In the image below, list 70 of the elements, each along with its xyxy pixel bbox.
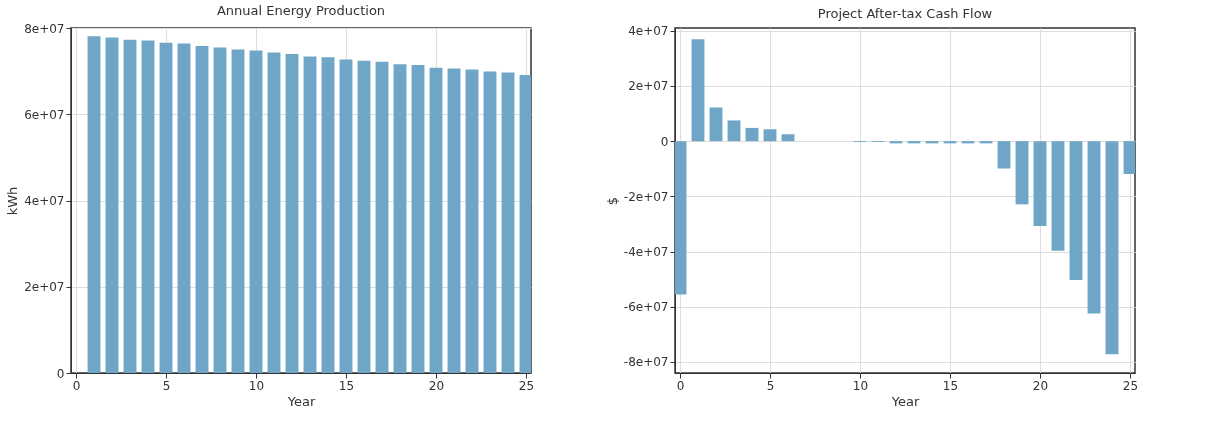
x-tick-label: 25	[518, 378, 535, 393]
x-tick-label: 0	[72, 378, 81, 393]
bar	[501, 72, 515, 373]
bar	[87, 36, 101, 373]
bar	[997, 141, 1011, 169]
y-tick-label: 8e+07	[24, 21, 65, 36]
bar	[691, 39, 705, 142]
bar	[709, 107, 723, 142]
y-tick-label: -6e+07	[623, 300, 669, 315]
bar	[519, 75, 531, 373]
x-tick-label: 0	[676, 378, 685, 393]
bar	[1015, 141, 1029, 205]
bar	[1033, 141, 1047, 226]
bar	[483, 71, 497, 373]
x-tick-label: 15	[942, 378, 959, 393]
bar	[727, 120, 741, 142]
x-axis-title: Year	[286, 393, 316, 409]
y-tick-label: -8e+07	[623, 355, 669, 370]
bar	[1069, 141, 1083, 280]
bar	[465, 69, 479, 373]
bar	[781, 134, 795, 142]
chart-title: Project After-tax Cash Flow	[817, 5, 993, 21]
y-tick-label: 4e+07	[628, 24, 669, 39]
bar	[357, 60, 371, 373]
bar	[429, 67, 443, 373]
bar	[375, 61, 389, 373]
bar	[303, 56, 317, 373]
bar	[267, 52, 281, 373]
x-tick-label: 20	[1032, 378, 1049, 393]
bar	[393, 64, 407, 373]
y-tick-label: -4e+07	[623, 245, 669, 260]
bar	[231, 49, 245, 373]
bar	[1087, 141, 1101, 314]
bar	[1051, 141, 1065, 251]
y-tick-label: 4e+07	[24, 194, 65, 208]
y-tick-label: 2e+07	[24, 280, 65, 295]
y-tick-label: 0	[660, 134, 669, 149]
bar	[195, 46, 209, 373]
x-tick-label: 15	[338, 378, 355, 393]
bar	[675, 141, 687, 295]
bar	[285, 53, 299, 373]
y-tick-label: 2e+07	[628, 79, 669, 94]
bar	[321, 57, 335, 373]
bar	[411, 65, 425, 373]
bar	[105, 37, 119, 373]
bar	[447, 68, 461, 373]
x-tick-label: 10	[852, 378, 869, 393]
x-tick-label: 5	[766, 378, 775, 393]
x-tick-label: 20	[428, 378, 445, 393]
bar	[249, 50, 263, 373]
y-tick-label: 0	[56, 366, 65, 381]
y-axis-title: $	[604, 196, 620, 206]
y-axis-title: kWh	[5, 186, 21, 216]
x-axis-title: Year	[890, 393, 920, 409]
bar	[177, 43, 191, 373]
x-tick-label: 10	[248, 378, 265, 393]
bar	[141, 40, 155, 373]
bar	[123, 39, 137, 373]
y-tick-label: -2e+07	[623, 189, 669, 204]
bar	[1123, 141, 1135, 174]
bar	[1105, 141, 1119, 355]
bar	[159, 42, 173, 373]
bar	[213, 47, 227, 373]
x-tick-label: 25	[1122, 378, 1139, 393]
bar	[339, 59, 353, 373]
bar	[763, 129, 777, 142]
x-tick-label: 5	[162, 378, 171, 393]
chart-title: Annual Energy Production	[216, 3, 386, 18]
bar	[745, 127, 759, 142]
y-tick-label: 6e+07	[24, 107, 65, 122]
